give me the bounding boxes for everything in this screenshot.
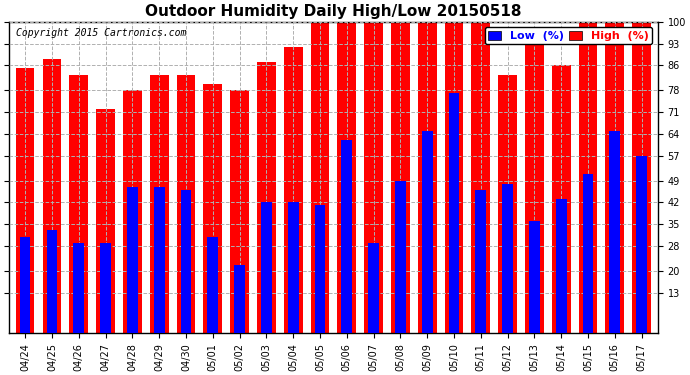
Bar: [337, 22, 356, 333]
Bar: [127, 187, 138, 333]
Bar: [43, 59, 61, 333]
Bar: [502, 184, 513, 333]
Bar: [315, 206, 326, 333]
Bar: [234, 265, 245, 333]
Bar: [498, 75, 517, 333]
Title: Outdoor Humidity Daily High/Low 20150518: Outdoor Humidity Daily High/Low 20150518: [145, 4, 522, 19]
Bar: [69, 75, 88, 333]
Bar: [418, 22, 437, 333]
Bar: [181, 190, 191, 333]
Bar: [310, 22, 329, 333]
Bar: [284, 46, 302, 333]
Bar: [20, 237, 30, 333]
Bar: [552, 65, 571, 333]
Bar: [364, 22, 383, 333]
Bar: [154, 187, 164, 333]
Bar: [208, 237, 218, 333]
Bar: [448, 93, 460, 333]
Bar: [444, 22, 464, 333]
Text: Copyright 2015 Cartronics.com: Copyright 2015 Cartronics.com: [15, 28, 186, 38]
Bar: [73, 243, 84, 333]
Bar: [177, 75, 195, 333]
Bar: [582, 174, 593, 333]
Bar: [204, 84, 222, 333]
Bar: [632, 22, 651, 333]
Bar: [123, 90, 141, 333]
Bar: [46, 230, 57, 333]
Bar: [16, 68, 34, 333]
Bar: [471, 22, 490, 333]
Bar: [100, 243, 111, 333]
Bar: [556, 199, 566, 333]
Bar: [529, 221, 540, 333]
Bar: [96, 109, 115, 333]
Bar: [609, 131, 620, 333]
Bar: [605, 22, 624, 333]
Bar: [150, 75, 168, 333]
Bar: [525, 34, 544, 333]
Bar: [261, 202, 272, 333]
Bar: [230, 90, 249, 333]
Bar: [636, 156, 647, 333]
Bar: [579, 22, 598, 333]
Bar: [368, 243, 379, 333]
Bar: [257, 62, 276, 333]
Bar: [475, 190, 486, 333]
Bar: [288, 202, 299, 333]
Legend: Low  (%), High  (%): Low (%), High (%): [485, 27, 652, 44]
Bar: [391, 22, 410, 333]
Bar: [342, 140, 352, 333]
Bar: [422, 131, 433, 333]
Bar: [395, 180, 406, 333]
